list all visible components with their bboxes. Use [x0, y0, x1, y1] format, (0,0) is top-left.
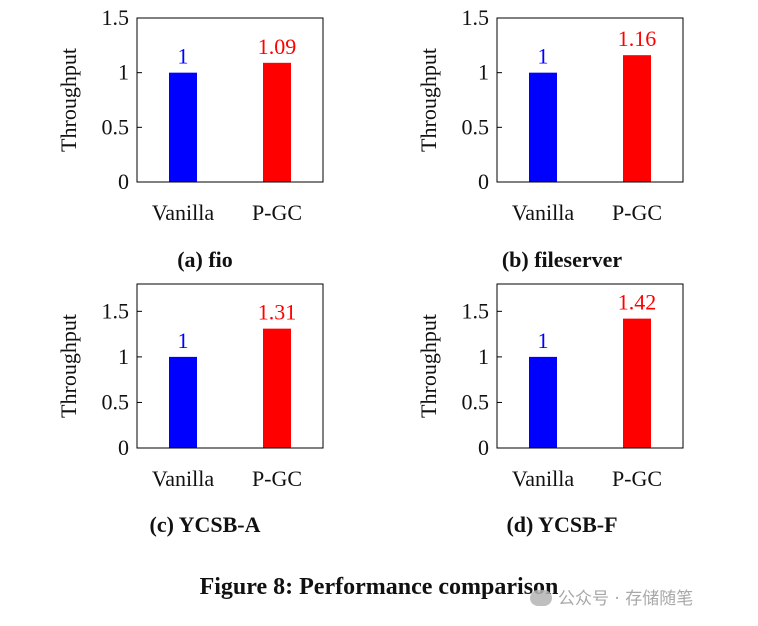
chart-panel-fileserver: 0 0.5 1 1.5 1 Vanilla 1.16 P-GC Throughput [400, 5, 700, 225]
y-tick-label: 1 [478, 60, 489, 85]
watermark: 公众号 · 存储随笔 [530, 584, 750, 609]
y-tick-label: 1.5 [102, 5, 130, 30]
y-tick-label: 1 [118, 344, 129, 369]
chart-svg: 0 0.5 1 1.5 1 Vanilla 1.16 P-GC Throughput [416, 5, 684, 225]
y-tick-label: 0.5 [102, 389, 130, 414]
y-tick-label: 0 [118, 169, 129, 194]
chart-svg: 0 0.5 1 1.5 1 Vanilla 1.42 P-GC Throughput [416, 283, 684, 491]
y-axis-label: Throughput [416, 314, 441, 418]
data-label: 1.42 [618, 290, 657, 315]
bar-pgc [263, 62, 291, 182]
chart-svg: 0 0.5 1 1.5 1 Vanilla 1.09 P-GC Throughput [56, 5, 324, 225]
plot-frame [136, 283, 324, 449]
data-label: 1 [538, 328, 549, 353]
plot-frame [496, 283, 684, 449]
chart-svg: 0 0.5 1 1.5 1 Vanilla 1.31 P-GC Throughput [56, 283, 324, 491]
subcaption-ycsb-f: (d) YCSB-F [506, 512, 618, 537]
y-axis-label: Throughput [56, 48, 81, 152]
x-tick-label: Vanilla [512, 200, 575, 225]
bar-pgc [263, 328, 291, 448]
bar-vanilla [529, 356, 557, 448]
x-tick-label: P-GC [612, 200, 662, 225]
y-axis-label: Throughput [56, 314, 81, 418]
watermark-text: 公众号 · 存储随笔 [558, 589, 694, 609]
subcaption-fileserver: (b) fileserver [501, 247, 623, 272]
y-tick-label: 1.5 [462, 5, 490, 30]
y-tick-label: 1 [478, 344, 489, 369]
plot-frame [496, 17, 684, 183]
x-tick-label: Vanilla [152, 466, 215, 491]
y-tick-label: 0 [118, 435, 129, 460]
y-tick-label: 1.5 [462, 298, 490, 323]
data-label: 1.09 [258, 34, 297, 59]
bar-pgc [623, 55, 651, 182]
x-tick-label: Vanilla [152, 200, 215, 225]
subcaption-ycsb-a: (c) YCSB-A [149, 512, 261, 537]
figure-caption: Figure 8: Performance comparison [199, 574, 559, 600]
wechat-icon [530, 590, 552, 606]
y-tick-label: 1.5 [102, 298, 130, 323]
bar-vanilla [169, 72, 197, 182]
y-tick-label: 0 [478, 169, 489, 194]
y-tick-label: 1 [118, 60, 129, 85]
y-tick-label: 0.5 [462, 114, 490, 139]
data-label: 1.31 [258, 300, 297, 325]
data-label: 1 [178, 44, 189, 69]
data-label: 1 [538, 44, 549, 69]
chart-panel-ycsb-f: 0 0.5 1 1.5 1 Vanilla 1.42 P-GC Throughput [400, 274, 700, 491]
bar-vanilla [529, 72, 557, 182]
x-tick-label: P-GC [252, 200, 302, 225]
bar-vanilla [169, 356, 197, 448]
subcaption-fio: (a) fio [177, 247, 233, 272]
chart-panel-ycsb-a: 0 0.5 1 1.5 1 Vanilla 1.31 P-GC Throughput [40, 274, 340, 491]
y-tick-label: 0.5 [102, 114, 130, 139]
x-tick-label: Vanilla [512, 466, 575, 491]
x-tick-label: P-GC [612, 466, 662, 491]
data-label: 1.16 [618, 26, 657, 51]
y-tick-label: 0 [478, 435, 489, 460]
y-axis-label: Throughput [416, 48, 441, 152]
data-label: 1 [178, 328, 189, 353]
y-tick-label: 0.5 [462, 389, 490, 414]
plot-frame [136, 17, 324, 183]
chart-panel-fio: 0 0.5 1 1.5 1 Vanilla 1.09 P-GC Throughput [40, 5, 340, 225]
x-tick-label: P-GC [252, 466, 302, 491]
bar-pgc [623, 318, 651, 448]
